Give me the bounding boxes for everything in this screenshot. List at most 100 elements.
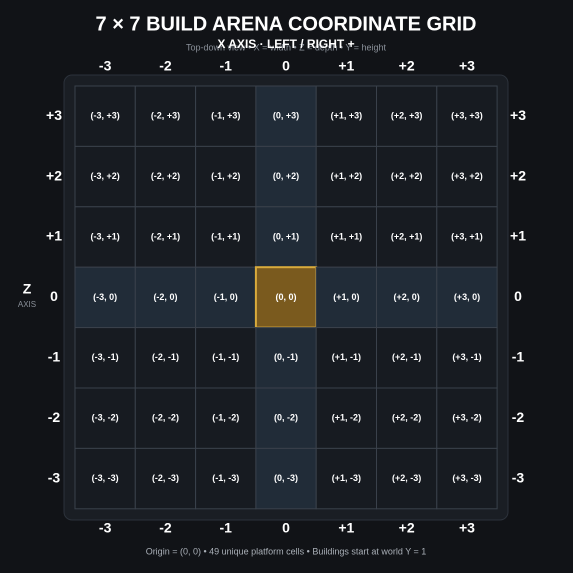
grid-cell (134, 85, 197, 147)
grid-cell (436, 266, 498, 329)
cell-label: (-3, +2) (91, 171, 120, 181)
column-label: -3 (99, 58, 112, 74)
column-label: -1 (220, 520, 233, 536)
grid-cell (436, 206, 498, 268)
cell-label: (-1, +1) (211, 231, 240, 241)
grid-cell (376, 387, 438, 449)
column-label: -3 (99, 520, 112, 536)
row-label: 0 (50, 288, 58, 304)
x-axis-label: X AXIS · LEFT / RIGHT + (217, 37, 354, 51)
grid-cell (134, 206, 197, 268)
grid-cell (134, 327, 197, 389)
grid-cell (74, 206, 136, 268)
row-label: -2 (48, 409, 61, 425)
cell-label: (-1, +2) (211, 171, 240, 181)
column-label: -1 (220, 58, 233, 74)
cell-label: (+3, -2) (452, 413, 481, 423)
row-label: -1 (48, 349, 61, 365)
cell-label: (-3, 0) (93, 292, 117, 302)
grid-cell (74, 85, 136, 147)
grid-cell (195, 447, 257, 510)
title: 7 × 7 BUILD ARENA COORDINATE GRID (96, 13, 477, 35)
cell-label: (+1, +1) (331, 231, 363, 241)
cell-label: (+1, +3) (331, 111, 363, 121)
cell-label: (0, +3) (273, 111, 299, 121)
row-label: +2 (46, 167, 62, 183)
grid-cell (74, 327, 136, 389)
grid-cell (436, 145, 498, 208)
grid-cell (315, 447, 378, 510)
grid-cell (74, 266, 136, 329)
grid-cell (315, 85, 378, 147)
row-label: -3 (512, 469, 525, 485)
cell-label: (0, +2) (273, 171, 299, 181)
row-label: -2 (512, 409, 525, 425)
row-label: -1 (512, 349, 525, 365)
cell-label: (+2, +2) (391, 171, 423, 181)
cell-label: (+2, 0) (394, 292, 420, 302)
cell-label: (+3, -1) (452, 352, 481, 362)
cell-label: (+1, 0) (333, 292, 359, 302)
z-axis-label: Z (23, 281, 32, 297)
cell-label: (+1, -1) (332, 352, 361, 362)
grid-cell (134, 145, 197, 208)
grid-cell (315, 206, 378, 268)
cell-label: (-2, -3) (152, 473, 179, 483)
grid-cell (315, 387, 378, 449)
z-axis-sublabel: AXIS (18, 300, 36, 309)
row-label: -3 (48, 469, 61, 485)
column-label: +1 (338, 520, 354, 536)
cell-label: (0, -2) (274, 413, 298, 423)
cell-label: (-2, +2) (151, 171, 180, 181)
cell-label: (-3, -3) (92, 473, 119, 483)
grid-cell (195, 85, 257, 147)
grid-cell (255, 145, 317, 208)
column-label: +2 (399, 520, 415, 536)
cell-label: (+1, +2) (331, 171, 363, 181)
column-label: +3 (459, 520, 475, 536)
grid-cell (255, 327, 317, 389)
cell-label: (-1, -2) (212, 413, 239, 423)
column-label: +2 (399, 58, 415, 74)
subtitle: Top-down view • X = width • Z = depth • … (186, 42, 386, 52)
column-label: +3 (459, 58, 475, 74)
cell-label: (0, -1) (274, 352, 298, 362)
cell-label: (-2, +3) (151, 111, 180, 121)
grid-cell (436, 447, 498, 510)
cell-label: (-2, -1) (152, 352, 179, 362)
cell-label: (-2, 0) (153, 292, 177, 302)
cell-label: (+3, +3) (451, 111, 483, 121)
cell-label: (+2, -1) (392, 352, 421, 362)
row-label: +3 (46, 107, 62, 123)
grid-cell (195, 145, 257, 208)
cell-label: (+3, -3) (452, 473, 481, 483)
grid-cell (134, 266, 197, 329)
grid-cell (436, 327, 498, 389)
origin-cell (254, 266, 318, 329)
column-label: +1 (338, 58, 354, 74)
cell-label: (+2, +1) (391, 231, 423, 241)
grid-cell (376, 145, 438, 208)
grid-cell (195, 206, 257, 268)
grid-cell (376, 327, 438, 389)
row-label: +1 (510, 228, 526, 244)
row-label: +2 (510, 167, 526, 183)
cell-label: (-1, +3) (211, 111, 240, 121)
cell-label: (+2, +3) (391, 111, 423, 121)
cell-label: (-3, +3) (91, 111, 120, 121)
grid-cell (315, 145, 378, 208)
cell-label: (-3, +1) (91, 231, 120, 241)
cell-label: (0, 0) (276, 292, 297, 302)
cell-label: (-2, -2) (152, 413, 179, 423)
grid-cell (436, 387, 498, 449)
grid-cell (74, 447, 136, 510)
row-label: 0 (514, 288, 522, 304)
cell-label: (+2, -2) (392, 413, 421, 423)
row-label: +3 (510, 107, 526, 123)
grid-cell (376, 85, 438, 147)
cell-label: (+3, +1) (451, 231, 483, 241)
grid-cell (315, 266, 378, 329)
cell-label: (+3, 0) (454, 292, 480, 302)
grid-cell (134, 447, 197, 510)
